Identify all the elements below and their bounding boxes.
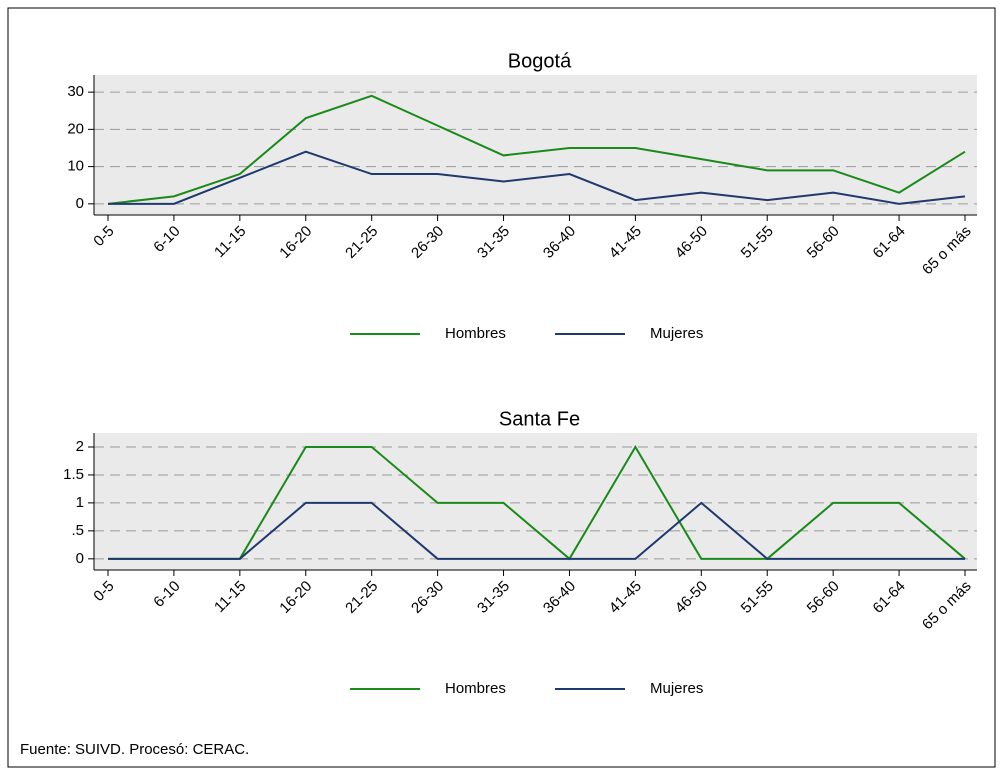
series-line	[108, 150, 966, 205]
legend-label: Hombres	[445, 325, 506, 342]
series-line	[107, 94, 966, 205]
y-tick-label: 2	[76, 438, 84, 455]
y-tick-label: 0	[76, 550, 84, 567]
y-tick-label: 10	[67, 158, 84, 175]
legend-label: Mujeres	[650, 325, 703, 342]
legend-label: Hombres	[445, 680, 506, 697]
y-tick-label: .5	[71, 522, 84, 539]
y-tick-label: 1	[76, 494, 84, 511]
source-note: Fuente: SUIVD. Procesó: CERAC.	[20, 741, 249, 758]
series-line	[108, 445, 966, 561]
legend-label: Mujeres	[650, 680, 703, 697]
y-tick-label: 20	[67, 120, 84, 137]
y-tick-label: 0	[76, 195, 84, 212]
plot-area	[94, 433, 977, 570]
y-tick-label: 1.5	[63, 466, 84, 483]
chart-title: Bogotá	[508, 50, 572, 72]
series-line	[108, 501, 965, 560]
plot-area	[94, 75, 977, 215]
y-tick-label: 30	[67, 83, 84, 100]
chart-title: Santa Fe	[499, 408, 580, 430]
